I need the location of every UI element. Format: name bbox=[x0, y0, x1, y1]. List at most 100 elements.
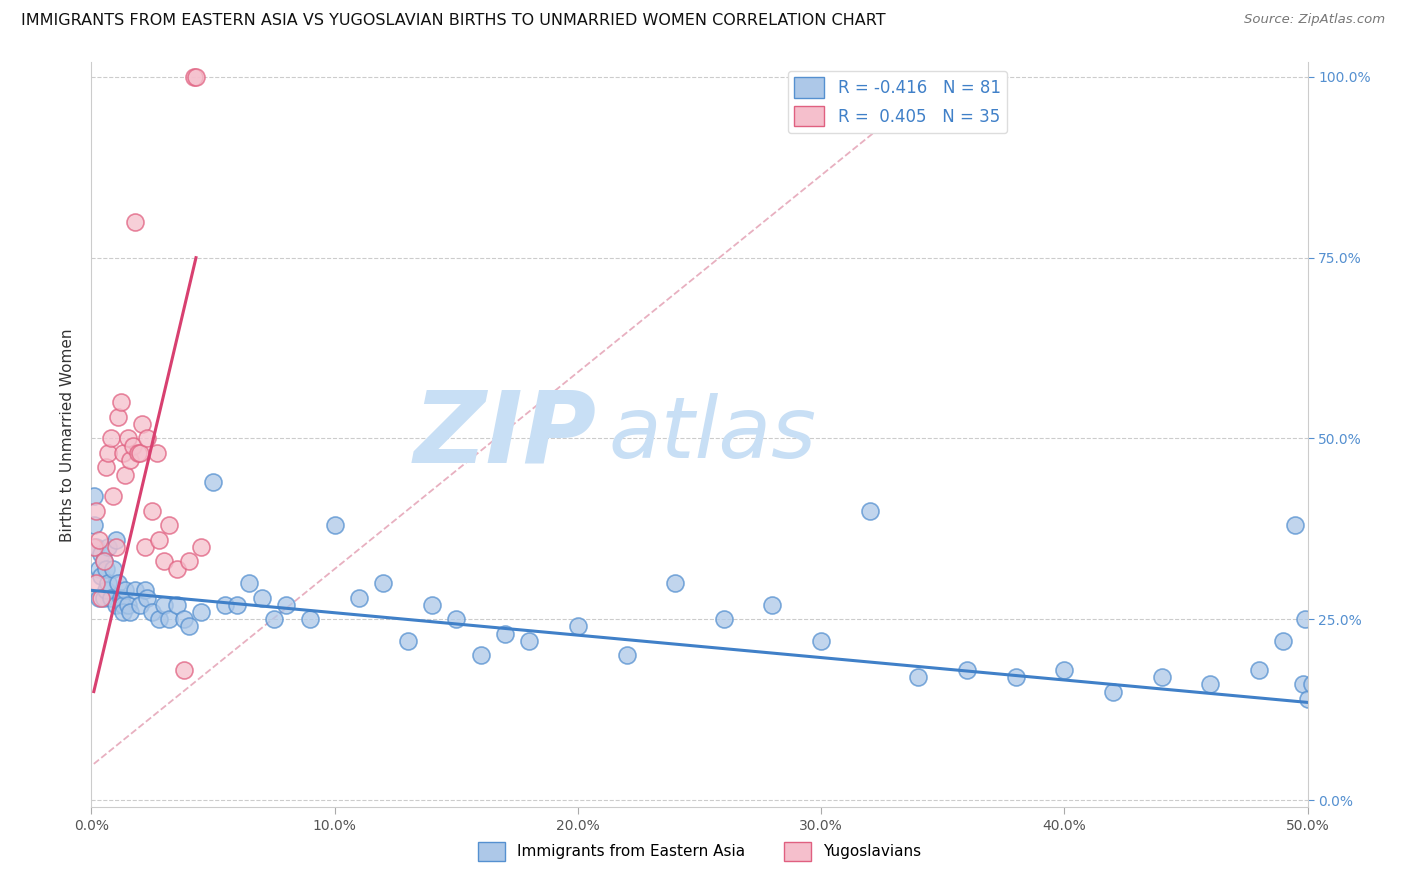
Point bbox=[263, 612, 285, 626]
Point bbox=[134, 540, 156, 554]
Point bbox=[84, 576, 107, 591]
Point bbox=[1292, 677, 1315, 691]
Point bbox=[664, 576, 686, 591]
Point bbox=[94, 583, 117, 598]
Point bbox=[110, 395, 132, 409]
Point bbox=[141, 605, 163, 619]
Point bbox=[97, 576, 120, 591]
Point bbox=[153, 598, 176, 612]
Point bbox=[83, 489, 105, 503]
Point bbox=[103, 561, 125, 575]
Point bbox=[616, 648, 638, 663]
Point bbox=[117, 432, 139, 446]
Point bbox=[907, 670, 929, 684]
Point bbox=[1333, 691, 1355, 706]
Point bbox=[444, 612, 467, 626]
Point bbox=[810, 634, 832, 648]
Point bbox=[104, 540, 127, 554]
Point bbox=[83, 518, 105, 533]
Point bbox=[103, 489, 125, 503]
Text: ZIP: ZIP bbox=[413, 386, 596, 483]
Point bbox=[104, 533, 127, 547]
Point bbox=[93, 591, 115, 605]
Point bbox=[299, 612, 322, 626]
Point bbox=[1294, 612, 1316, 626]
Point bbox=[494, 626, 516, 640]
Point bbox=[1102, 684, 1125, 698]
Point bbox=[111, 598, 134, 612]
Point bbox=[517, 634, 540, 648]
Text: atlas: atlas bbox=[609, 393, 817, 476]
Point bbox=[153, 554, 176, 568]
Point bbox=[177, 619, 200, 633]
Point bbox=[157, 518, 180, 533]
Point bbox=[111, 605, 134, 619]
Y-axis label: Births to Unmarried Women: Births to Unmarried Women bbox=[60, 328, 76, 541]
Point bbox=[761, 598, 783, 612]
Point bbox=[141, 504, 163, 518]
Point bbox=[1296, 691, 1319, 706]
Point bbox=[97, 540, 120, 554]
Point bbox=[148, 612, 170, 626]
Point bbox=[173, 663, 195, 677]
Point bbox=[146, 446, 169, 460]
Point bbox=[114, 467, 136, 482]
Point bbox=[250, 591, 273, 605]
Point bbox=[323, 518, 346, 533]
Point bbox=[93, 554, 115, 568]
Point bbox=[470, 648, 492, 663]
Point bbox=[127, 446, 149, 460]
Point bbox=[110, 591, 132, 605]
Point bbox=[148, 533, 170, 547]
Point bbox=[190, 540, 212, 554]
Point bbox=[87, 533, 110, 547]
Point bbox=[166, 561, 188, 575]
Point bbox=[1150, 670, 1173, 684]
Point bbox=[157, 612, 180, 626]
Point bbox=[1301, 677, 1323, 691]
Point bbox=[136, 591, 159, 605]
Point bbox=[117, 598, 139, 612]
Point bbox=[104, 598, 127, 612]
Point bbox=[107, 409, 129, 424]
Point bbox=[120, 453, 142, 467]
Point bbox=[1284, 518, 1306, 533]
Point bbox=[131, 417, 153, 431]
Point bbox=[1053, 663, 1076, 677]
Point bbox=[173, 612, 195, 626]
Point bbox=[120, 605, 142, 619]
Point bbox=[124, 583, 146, 598]
Point bbox=[713, 612, 735, 626]
Point bbox=[859, 504, 882, 518]
Point bbox=[1369, 772, 1392, 786]
Point bbox=[1346, 706, 1368, 721]
Point bbox=[100, 591, 122, 605]
Point bbox=[202, 475, 225, 489]
Legend: Immigrants from Eastern Asia, Yugoslavians: Immigrants from Eastern Asia, Yugoslavia… bbox=[471, 836, 928, 867]
Point bbox=[129, 446, 152, 460]
Point bbox=[124, 214, 146, 228]
Point bbox=[183, 70, 205, 84]
Point bbox=[226, 598, 249, 612]
Point bbox=[93, 554, 115, 568]
Point bbox=[90, 591, 112, 605]
Point bbox=[956, 663, 979, 677]
Point bbox=[238, 576, 260, 591]
Point bbox=[84, 504, 107, 518]
Point bbox=[87, 591, 110, 605]
Point bbox=[111, 446, 134, 460]
Point bbox=[134, 583, 156, 598]
Point bbox=[90, 547, 112, 561]
Point bbox=[87, 561, 110, 575]
Point bbox=[83, 540, 105, 554]
Point bbox=[166, 598, 188, 612]
Point bbox=[97, 446, 120, 460]
Point bbox=[184, 70, 207, 84]
Point bbox=[107, 576, 129, 591]
Point bbox=[177, 554, 200, 568]
Point bbox=[90, 569, 112, 583]
Point bbox=[1272, 634, 1295, 648]
Point bbox=[420, 598, 443, 612]
Point bbox=[1320, 699, 1343, 714]
Point bbox=[1313, 684, 1336, 698]
